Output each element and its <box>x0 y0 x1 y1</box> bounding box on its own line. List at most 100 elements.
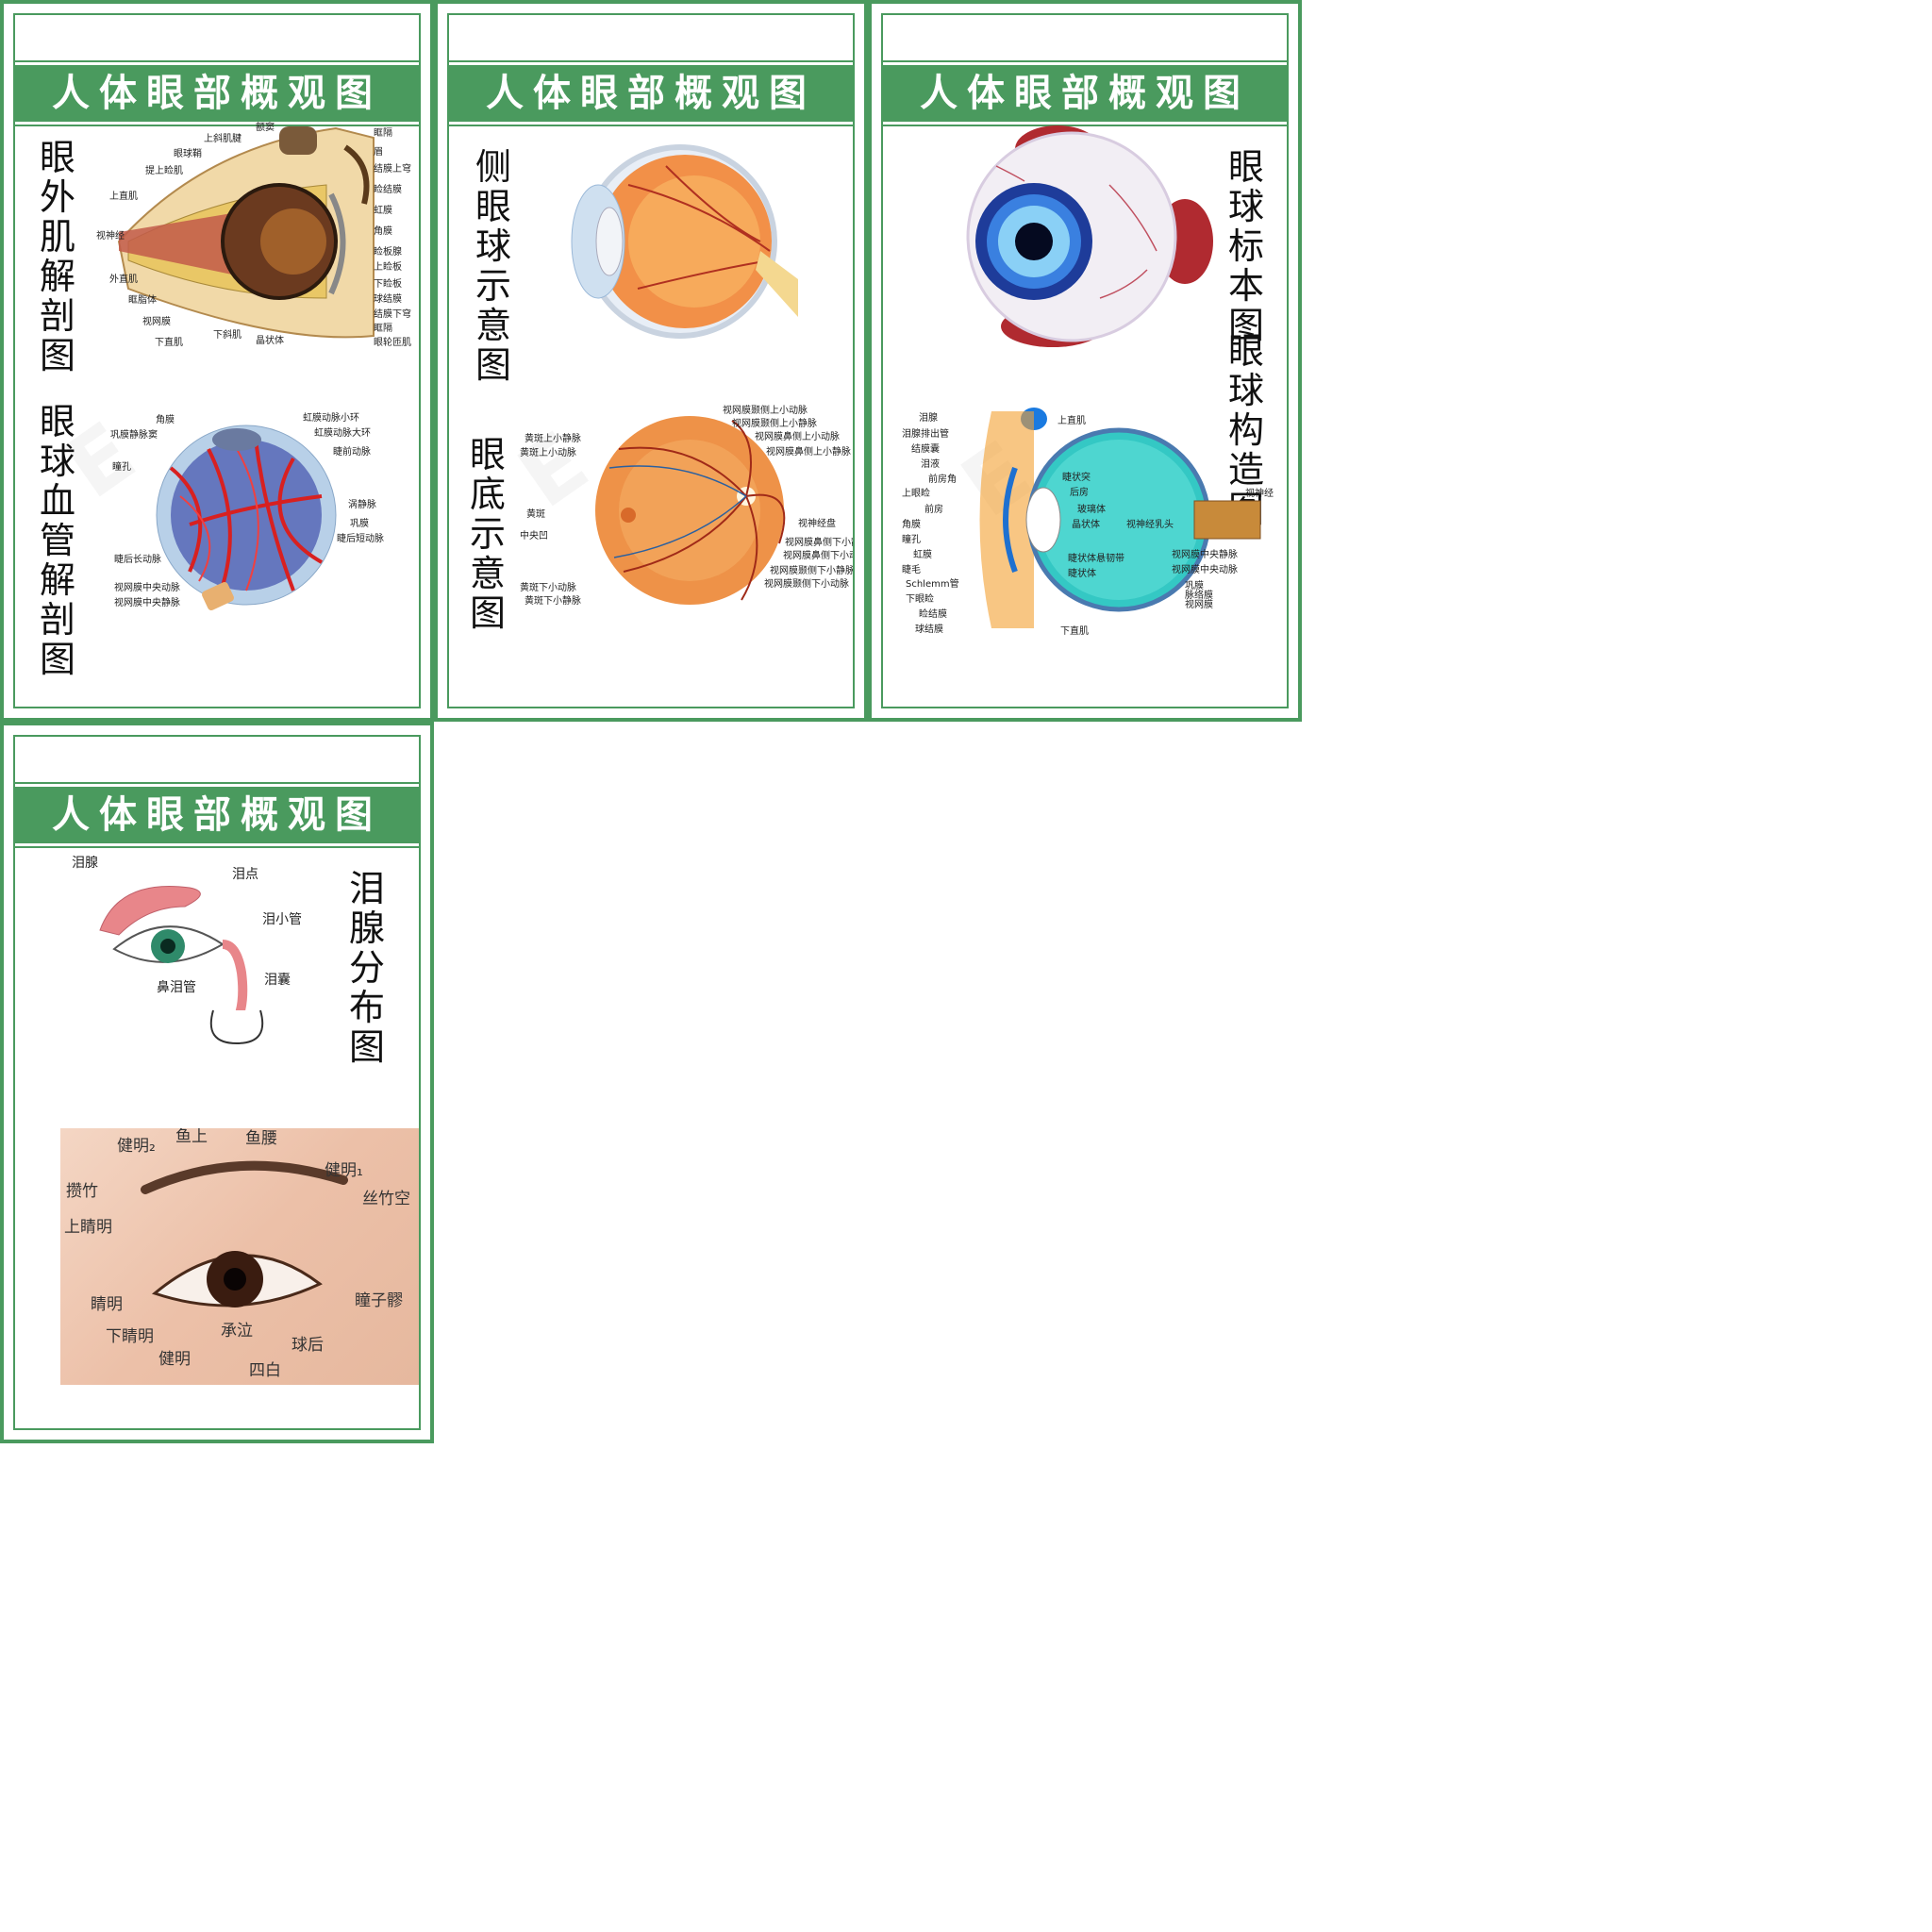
title-eyeball-vessels: 眼球血管解剖图 <box>39 401 75 680</box>
side-eyeball-illustration <box>571 144 798 339</box>
svg-text:下眼睑: 下眼睑 <box>906 592 934 605</box>
svg-text:下睑板: 下睑板 <box>374 277 402 290</box>
svg-text:外直肌: 外直肌 <box>109 273 138 285</box>
eyeball-structure-diagram: 泪腺 泪腺排出管 结膜囊 泪液 前房角 上眼睑 前房 角膜 瞳孔 虹膜 睫毛 S… <box>902 408 1274 637</box>
svg-text:上眼睑: 上眼睑 <box>902 487 930 499</box>
title-extraocular-muscles: 眼外肌解剖图 <box>39 137 75 376</box>
svg-text:视网膜中央动脉: 视网膜中央动脉 <box>1172 563 1238 575</box>
eyeball-vessel-diagram: 角膜 巩膜静脉窦 瞳孔 睫后长动脉 视网膜中央动脉 视网膜中央静脉 虹膜动脉小环… <box>110 411 384 610</box>
svg-text:下直肌: 下直肌 <box>155 336 183 348</box>
svg-text:健明: 健明 <box>158 1350 191 1369</box>
svg-text:视网膜中央动脉: 视网膜中央动脉 <box>114 581 180 593</box>
svg-text:虹膜动脉小环: 虹膜动脉小环 <box>303 411 359 424</box>
svg-text:睫状突: 睫状突 <box>1062 471 1091 483</box>
panel-inner: E 人体眼部概观图 侧眼球示意图 眼底示意图 黄斑上小静脉 黄斑上小动脉 黄斑 … <box>447 13 855 708</box>
svg-text:提上睑肌: 提上睑肌 <box>145 164 183 176</box>
svg-text:涡静脉: 涡静脉 <box>348 498 376 510</box>
poster-panel-1: E 人体眼部概观图 眼外肌解剖图 眼球血管解剖图 额窦 上斜肌腱 眼球鞘 提上睑… <box>0 0 434 722</box>
svg-text:健明₁: 健明₁ <box>325 1161 363 1180</box>
extraocular-muscle-diagram: 额窦 上斜肌腱 眼球鞘 提上睑肌 上直肌 视神经 外直肌 眶脂体 视网膜 下直肌… <box>96 121 411 348</box>
svg-text:黄斑上小动脉: 黄斑上小动脉 <box>520 446 576 458</box>
svg-text:视网膜鼻侧上小静脉: 视网膜鼻侧上小静脉 <box>766 445 851 458</box>
banner: 人体眼部概观图 <box>15 62 419 125</box>
svg-text:视网膜: 视网膜 <box>142 315 171 327</box>
svg-text:上直肌: 上直肌 <box>109 190 138 202</box>
svg-text:视网膜中央静脉: 视网膜中央静脉 <box>1172 548 1238 560</box>
svg-text:泪腺: 泪腺 <box>72 856 98 871</box>
svg-text:瞳孔: 瞳孔 <box>902 533 921 545</box>
banner-title: 人体眼部概观图 <box>486 72 816 115</box>
acupoint-photo: 健明₂ 鱼上 鱼腰 健明₁ 攒竹 丝竹空 上睛明 睛明 瞳子髎 下睛明 承泣 健… <box>60 1127 419 1385</box>
svg-text:上斜肌腱: 上斜肌腱 <box>204 132 242 144</box>
svg-text:眼球鞘: 眼球鞘 <box>174 147 202 159</box>
svg-text:泪点: 泪点 <box>232 867 258 882</box>
svg-text:睑结膜: 睑结膜 <box>374 183 402 195</box>
svg-text:视神经乳头: 视神经乳头 <box>1126 518 1174 530</box>
svg-text:球结膜: 球结膜 <box>915 623 943 635</box>
svg-text:Schlemm管: Schlemm管 <box>906 577 959 590</box>
lacrimal-distribution-illustration: 泪腺 泪点 泪小管 泪囊 鼻泪管 <box>72 856 302 1045</box>
svg-text:角膜: 角膜 <box>156 414 175 425</box>
svg-text:视网膜鼻侧下小动脉: 视网膜鼻侧下小动脉 <box>783 549 855 561</box>
svg-text:承泣: 承泣 <box>221 1322 253 1341</box>
panel-inner: E 人体眼部概观图 眼外肌解剖图 眼球血管解剖图 额窦 上斜肌腱 眼球鞘 提上睑… <box>13 13 421 708</box>
svg-text:上睑板: 上睑板 <box>374 260 402 273</box>
svg-text:睑结膜: 睑结膜 <box>919 608 947 620</box>
panel-inner: E 人体眼部概观图 眼球标本图 眼球构造图 泪腺 <box>881 13 1289 708</box>
svg-text:泪液: 泪液 <box>921 458 940 470</box>
svg-text:泪腺排出管: 泪腺排出管 <box>902 427 949 440</box>
svg-text:黄斑: 黄斑 <box>526 508 545 520</box>
banner: 人体眼部概观图 <box>15 784 419 846</box>
svg-text:视网膜鼻侧下小静脉: 视网膜鼻侧下小静脉 <box>785 536 855 548</box>
title-lacrimal-gland: 泪腺分布图 <box>348 868 385 1068</box>
svg-text:眉: 眉 <box>374 146 383 158</box>
svg-text:睫后短动脉: 睫后短动脉 <box>337 532 384 544</box>
svg-text:眶隔: 眶隔 <box>374 323 392 334</box>
svg-text:四白: 四白 <box>249 1361 281 1380</box>
svg-text:睫状体: 睫状体 <box>1068 567 1096 579</box>
svg-text:视网膜颞侧下小静脉: 视网膜颞侧下小静脉 <box>770 564 855 576</box>
fundus-illustration: 黄斑上小静脉 黄斑上小动脉 黄斑 中央凹 黄斑下小动脉 黄斑下小静脉 <box>520 416 786 607</box>
fundus-right-labels: 视网膜颞侧上小动脉 视网膜颞侧上小静脉 视网膜鼻侧上小动脉 视网膜鼻侧上小静脉 … <box>723 404 855 590</box>
banner: 人体眼部概观图 <box>449 62 853 125</box>
title-fundus: 眼底示意图 <box>469 434 506 634</box>
svg-text:睑板腺: 睑板腺 <box>374 245 402 258</box>
banner-title: 人体眼部概观图 <box>52 793 382 837</box>
title-side-eyeball: 侧眼球示意图 <box>475 146 511 386</box>
svg-text:黄斑下小动脉: 黄斑下小动脉 <box>520 581 576 593</box>
svg-text:视神经盘: 视神经盘 <box>798 517 836 529</box>
svg-text:巩膜静脉窦: 巩膜静脉窦 <box>110 428 158 441</box>
svg-text:巩膜: 巩膜 <box>350 518 369 529</box>
svg-text:玻璃体: 玻璃体 <box>1077 503 1106 515</box>
svg-text:黄斑下小静脉: 黄斑下小静脉 <box>525 594 581 607</box>
svg-text:睫前动脉: 睫前动脉 <box>333 445 371 458</box>
svg-text:眶隔: 眶隔 <box>374 127 392 139</box>
eyeball-specimen-illustration <box>966 125 1213 347</box>
svg-text:结膜囊: 结膜囊 <box>911 442 940 455</box>
muscle-label-group: 额窦 上斜肌腱 眼球鞘 提上睑肌 上直肌 视神经 外直肌 眶脂体 视网膜 下直肌… <box>96 121 411 348</box>
svg-text:泪囊: 泪囊 <box>264 972 291 988</box>
svg-text:下睛明: 下睛明 <box>106 1327 154 1346</box>
svg-text:视网膜鼻侧上小动脉: 视网膜鼻侧上小动脉 <box>755 430 840 442</box>
svg-text:角膜: 角膜 <box>374 225 392 237</box>
svg-text:视网膜颞侧上小动脉: 视网膜颞侧上小动脉 <box>723 404 808 416</box>
svg-text:泪腺: 泪腺 <box>919 411 938 424</box>
poster-panel-2: E 人体眼部概观图 侧眼球示意图 眼底示意图 黄斑上小静脉 黄斑上小动脉 黄斑 … <box>434 0 868 722</box>
svg-text:睫状体悬韧带: 睫状体悬韧带 <box>1068 552 1124 564</box>
svg-text:球结膜: 球结膜 <box>374 292 402 305</box>
svg-text:泪小管: 泪小管 <box>262 912 302 927</box>
svg-text:前房角: 前房角 <box>928 473 957 485</box>
svg-text:角膜: 角膜 <box>902 519 921 530</box>
svg-text:结膜上穹: 结膜上穹 <box>374 162 411 175</box>
svg-text:视网膜: 视网膜 <box>1185 598 1213 610</box>
svg-text:视网膜颞侧上小静脉: 视网膜颞侧上小静脉 <box>732 417 817 429</box>
svg-text:睛明: 睛明 <box>91 1295 123 1314</box>
svg-text:视神经: 视神经 <box>1245 487 1274 499</box>
svg-text:结膜下穹: 结膜下穹 <box>374 308 411 320</box>
svg-text:鼻泪管: 鼻泪管 <box>157 979 196 995</box>
svg-text:睫后长动脉: 睫后长动脉 <box>114 553 161 565</box>
svg-text:丝竹空: 丝竹空 <box>362 1190 410 1208</box>
svg-text:攒竹: 攒竹 <box>66 1182 98 1201</box>
svg-text:睫毛: 睫毛 <box>902 564 921 575</box>
svg-text:前房: 前房 <box>924 503 943 515</box>
